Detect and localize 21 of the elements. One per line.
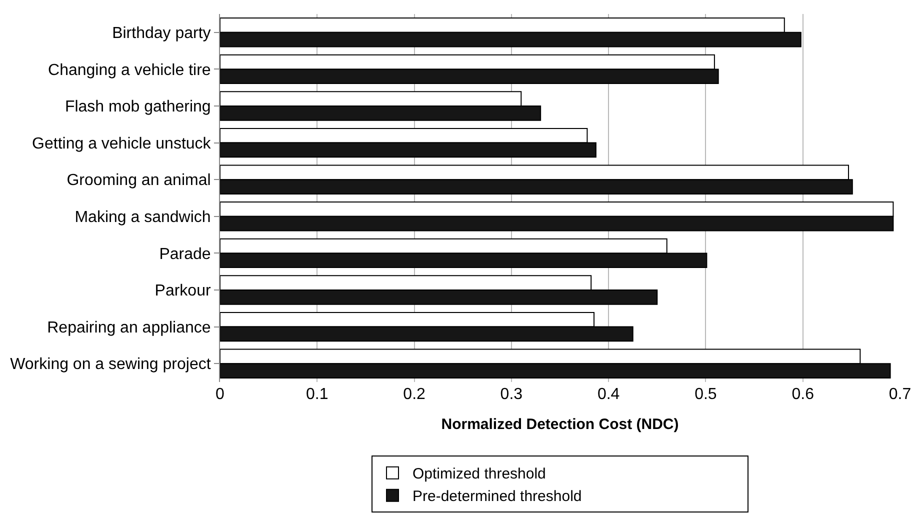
y-tick-label: Flash mob gathering — [64, 98, 211, 116]
y-tick-label: Grooming an animal — [66, 172, 211, 190]
y-tick-label: Working on a sewing project — [10, 356, 212, 374]
legend-label: Optimized threshold — [412, 466, 546, 483]
y-tick-label: Parkour — [154, 282, 212, 300]
x-tick-label: 0.2 — [403, 386, 426, 403]
x-tick-label: 0.1 — [306, 386, 328, 403]
x-axis-title: Normalized Detection Cost (NDC) — [441, 416, 679, 433]
x-tick-label: 0.3 — [500, 386, 523, 403]
x-tick-label: 0.6 — [792, 386, 814, 403]
y-tick-label: Repairing an appliance — [47, 319, 211, 336]
y-tick-label: Changing a vehicle tire — [48, 62, 211, 79]
x-tick-label: 0 — [216, 386, 225, 403]
y-tick-label: Birthday party — [112, 25, 211, 42]
x-tick-label: 0.4 — [597, 386, 620, 403]
y-tick-label: Making a sandwich — [74, 209, 211, 226]
x-tick-label: 0.5 — [694, 386, 717, 403]
x-tick-label: 0.7 — [888, 386, 912, 403]
y-tick-label: Getting a vehicle unstuck — [32, 135, 212, 152]
legend-label: Pre-determined threshold — [412, 488, 582, 506]
y-tick-label: Parade — [159, 246, 211, 263]
